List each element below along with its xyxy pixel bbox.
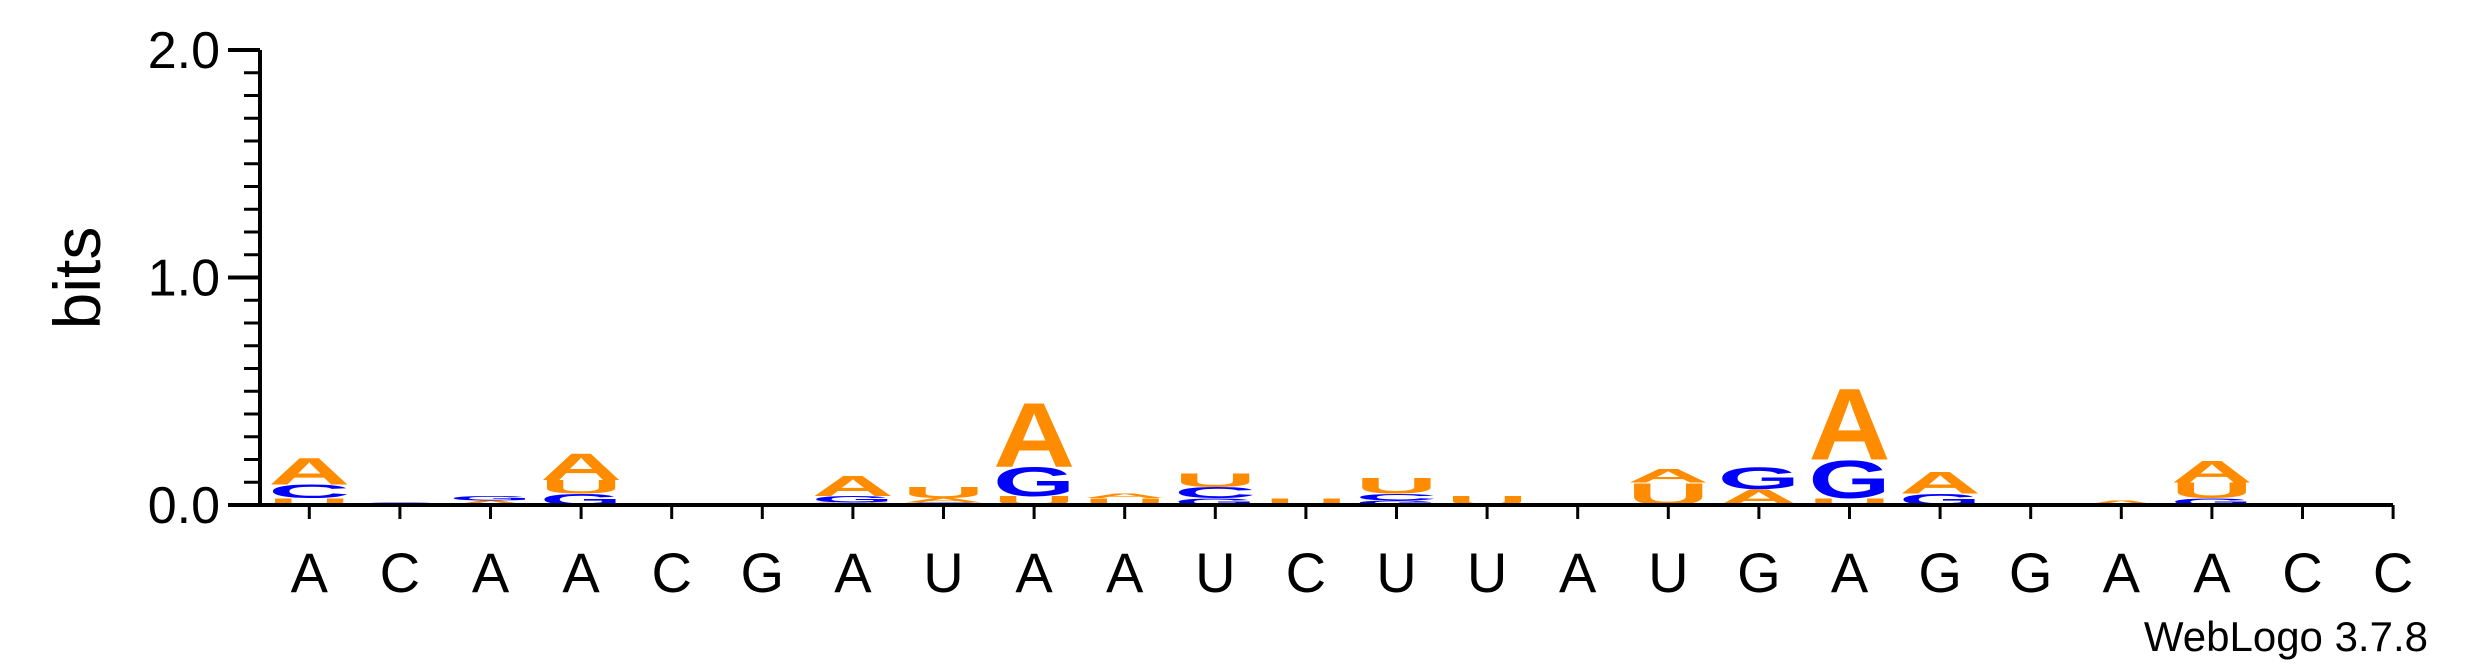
logo-letter: G (1809, 449, 1891, 510)
logo-letter: U (1809, 496, 1891, 507)
logo-letter: U (2171, 478, 2253, 503)
x-tick-label: U (1648, 541, 1688, 604)
logo-letter: C (1174, 484, 1256, 502)
x-tick-label: C (2373, 541, 2413, 604)
logo-letter: U (1174, 470, 1256, 491)
logo-letter: G (2171, 496, 2253, 507)
logo-letter: U (540, 477, 622, 498)
logo-letter: A (2171, 454, 2253, 489)
logo-letter: A (1627, 465, 1709, 486)
logo-letter: U (268, 496, 350, 507)
x-tick-label: G (1737, 541, 1781, 604)
x-tick-label: A (1559, 541, 1597, 604)
y-tick-label: 0.0 (148, 477, 220, 535)
logo-letter: A (1809, 367, 1891, 481)
logo-letter: G (1718, 461, 1800, 496)
logo-letter: A (1084, 492, 1166, 499)
x-tick-label: U (1467, 541, 1507, 604)
weblogo-credit: WebLogo 3.7.8 (2144, 613, 2428, 660)
x-tick-label: G (741, 541, 785, 604)
x-tick-label: U (1195, 541, 1235, 604)
logo-letter: G (450, 495, 532, 502)
x-tick-label: U (923, 541, 963, 604)
x-tick-label: C (651, 541, 691, 604)
x-tick-label: A (472, 541, 510, 604)
logo-letter: A (812, 470, 894, 502)
x-tick-label: C (380, 541, 420, 604)
x-tick-label: G (1918, 541, 1962, 604)
y-minor-ticks (244, 71, 260, 484)
x-tick-label: C (2282, 541, 2322, 604)
logo-letter: U (1084, 496, 1166, 507)
y-tick-label: 2.0 (148, 22, 220, 80)
logo-letter: G (993, 459, 1075, 505)
logo-letter: G (812, 494, 894, 505)
y-tick-label: 1.0 (148, 250, 220, 308)
letter-stacks: UCAGAGGUAUGAGAUUGAUAGCUUGCUUUAAGUGAGAAGU… (268, 367, 2253, 512)
x-tick-label: U (1376, 541, 1416, 604)
x-tick-label: C (1286, 541, 1326, 604)
x-tick-label: A (834, 541, 872, 604)
logo-letter: U (1265, 496, 1347, 507)
logo-letter: U (1356, 474, 1438, 499)
y-major-ticks: 0.0 1.0 2.0 (148, 22, 260, 535)
logo-letter: U (903, 484, 985, 502)
logo-letter: C (1356, 492, 1438, 503)
logo-letter: A (1899, 465, 1981, 500)
x-tick-label: A (1106, 541, 1144, 604)
logo-letter: G (1174, 496, 1256, 507)
logo-letter: A (2080, 499, 2162, 506)
x-tick-label: A (562, 541, 600, 604)
logo-letter: A (903, 497, 985, 504)
logo-letter: C (268, 481, 350, 502)
x-tick-label: A (2103, 541, 2141, 604)
logo-letter: A (450, 499, 532, 506)
x-tick-label: G (2009, 541, 2053, 604)
logo-letter: A (993, 383, 1075, 486)
x-tick-label: A (2193, 541, 2231, 604)
x-tick-label: A (1015, 541, 1053, 604)
logo-letter: G (1356, 499, 1438, 506)
logo-letter: A (540, 445, 622, 488)
y-axis-label: bits (40, 227, 114, 330)
logo-letter: A (268, 450, 350, 493)
x-tick-label: A (291, 541, 329, 604)
x-tick-label: A (1831, 541, 1869, 604)
